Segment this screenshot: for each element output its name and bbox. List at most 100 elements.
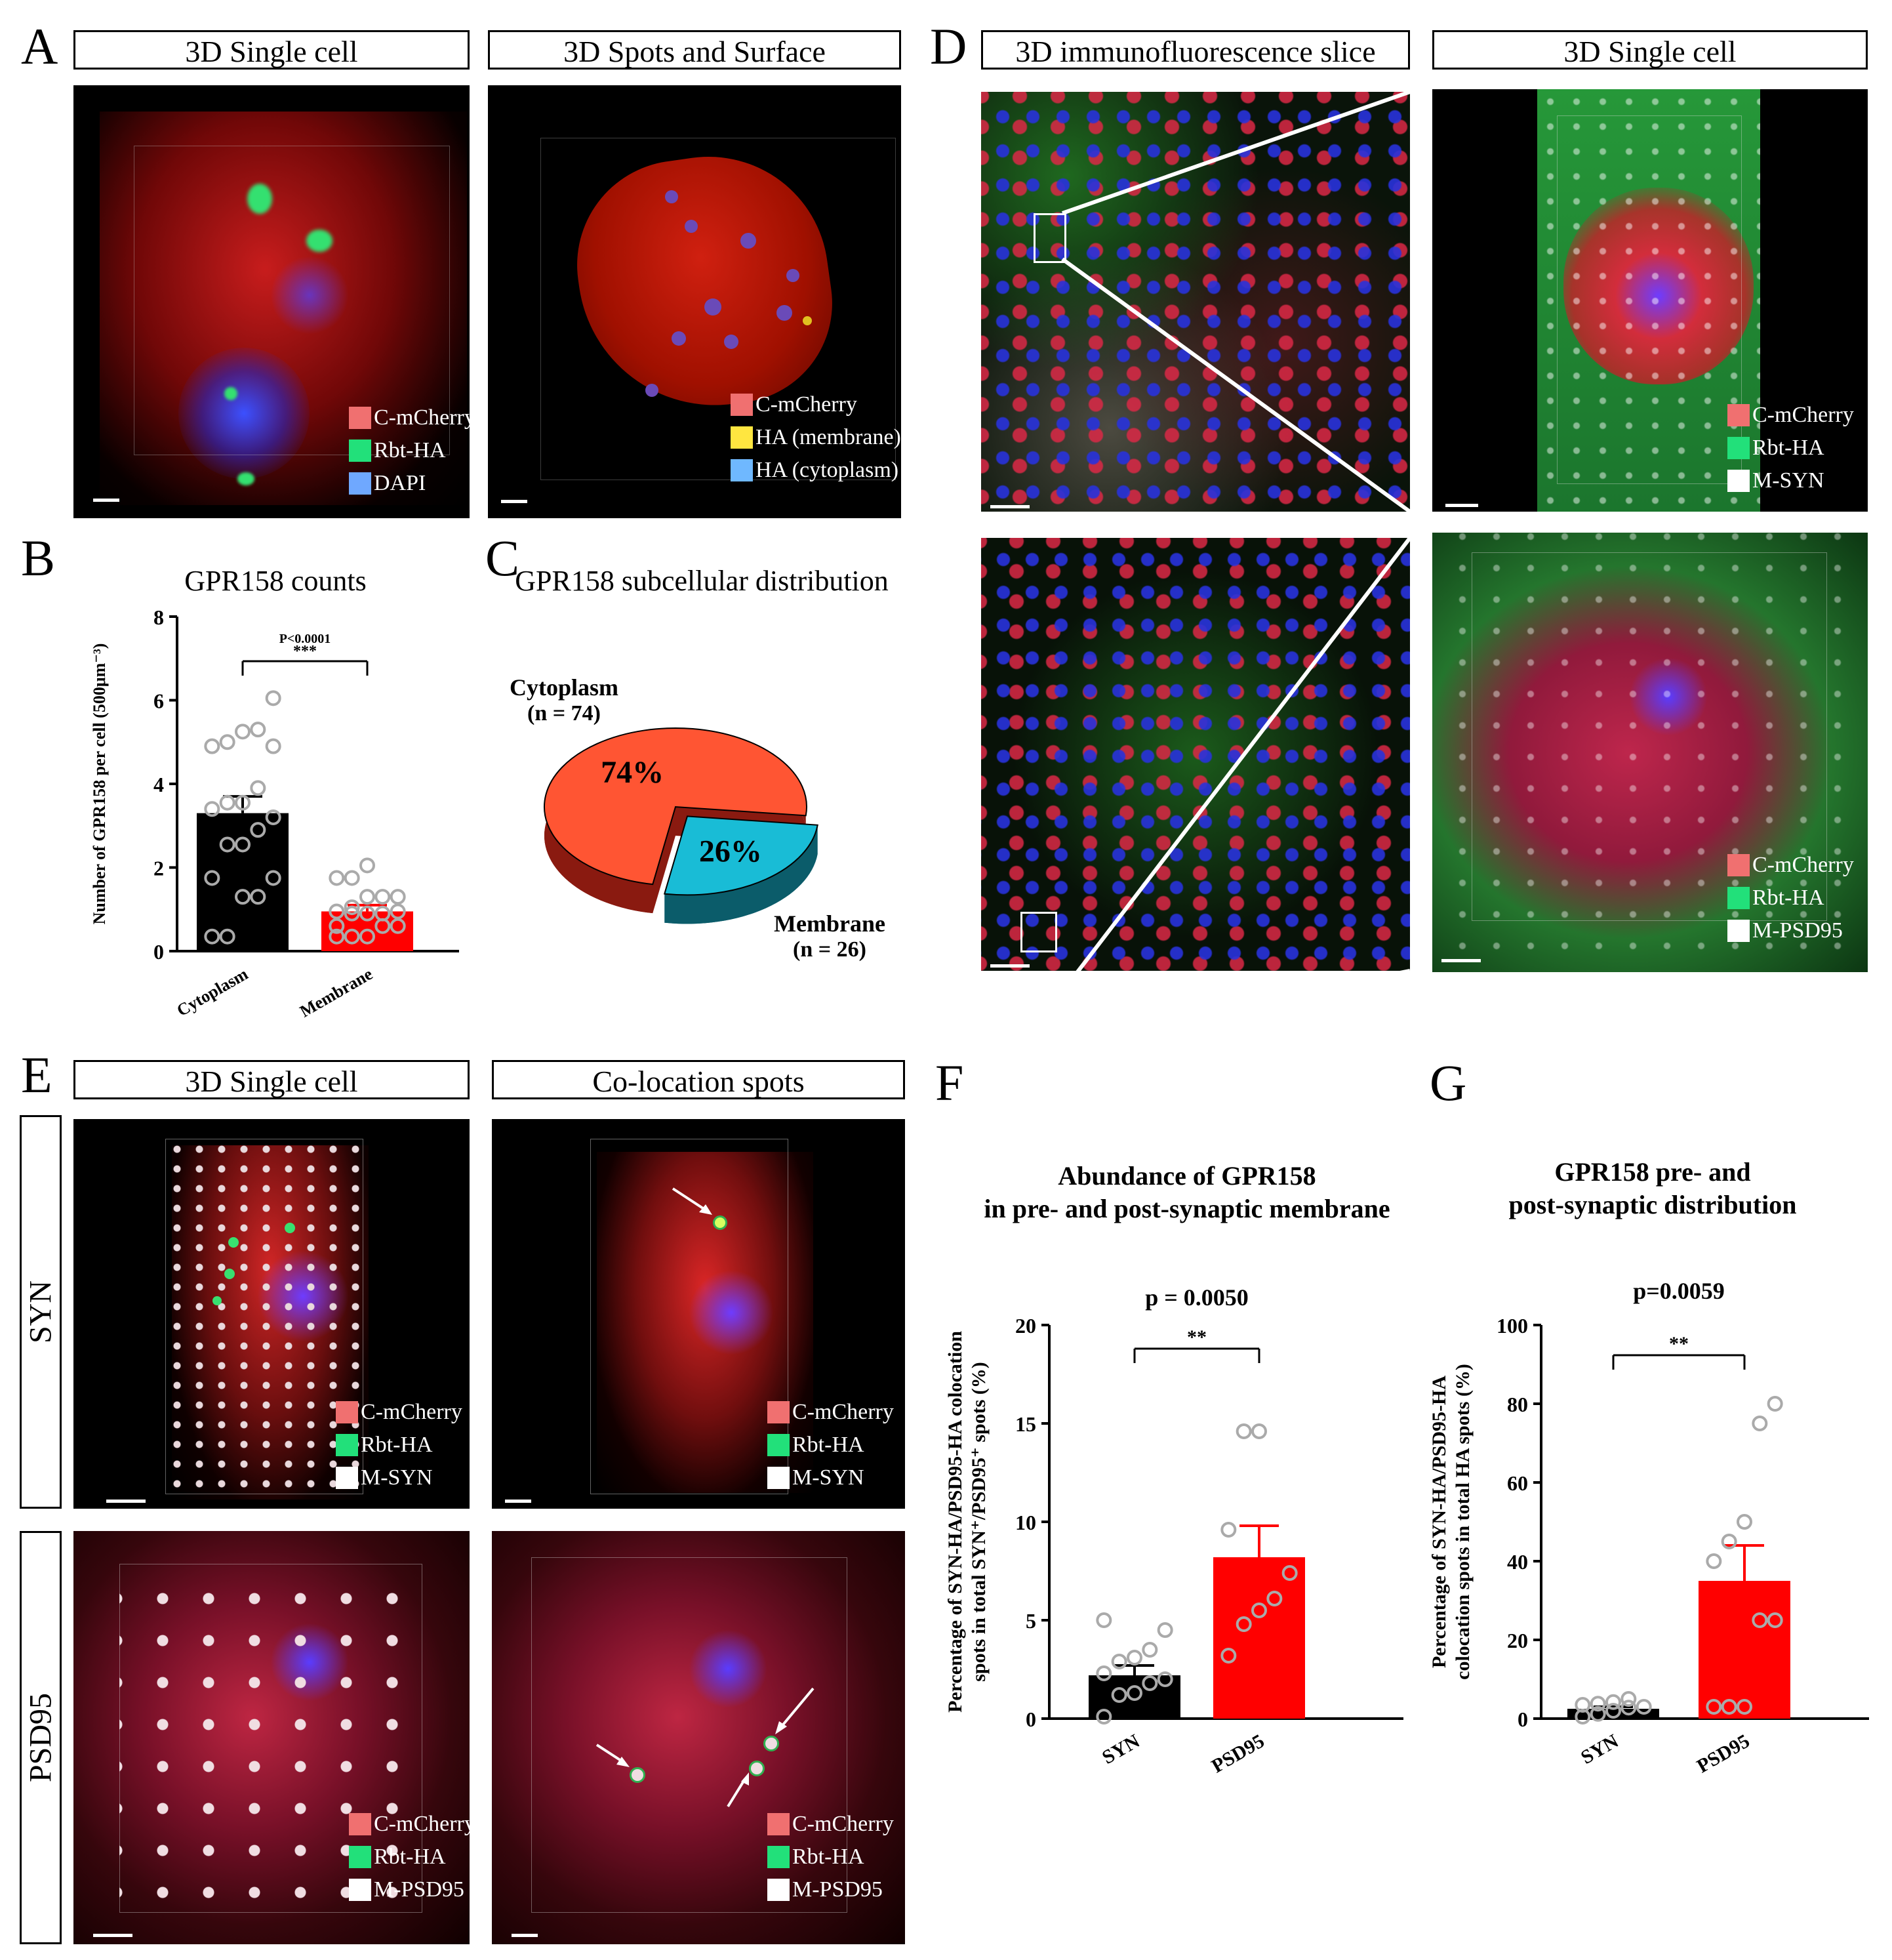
- data-point: [374, 905, 391, 922]
- pie-pct-cytoplasm: 74%: [601, 755, 664, 790]
- data-point: [1575, 1697, 1591, 1713]
- data-point: [344, 905, 360, 922]
- panel-D-single-cell-psd95-image: C-mCherry Rbt-HA M-PSD95: [1432, 533, 1868, 972]
- data-point: [390, 903, 406, 920]
- p-value: p=0.0059: [1633, 1278, 1725, 1304]
- panel-E-syn-coloc-image: C-mCherry Rbt-HA M-SYN: [492, 1119, 905, 1509]
- x-tick-label-membrane: Membrane: [296, 964, 376, 1021]
- data-point: [265, 738, 281, 754]
- data-point: [344, 899, 360, 916]
- data-point: [1281, 1565, 1298, 1581]
- data-point: [1767, 1396, 1783, 1412]
- panel-E-psd-left-legend: C-mCherry Rbt-HA M-PSD95: [349, 1813, 470, 1911]
- data-point: [329, 903, 345, 920]
- y-tick-label-1: 20: [1507, 1629, 1528, 1652]
- y-tick-label-4: 80: [1507, 1393, 1528, 1416]
- chart-B: GPR158 counts 0 2 4 6 8 Cytoplasm Membrane ***P<…: [90, 565, 459, 1021]
- y-tick-label-2: 4: [153, 773, 164, 796]
- data-point: [1111, 1687, 1127, 1703]
- y-axis-label-line1: Percentage of SYN-HA/PSD95-HA colocation: [944, 1331, 966, 1713]
- panel-D-top-legend: C-mCherry Rbt-HA M-SYN: [1727, 404, 1854, 502]
- panel-letter-D: D: [930, 18, 967, 75]
- panel-D-slice-psd95-image: [981, 538, 1410, 971]
- data-point: [265, 809, 281, 825]
- chart-title: GPR158 subcellular distribution: [515, 565, 889, 597]
- panel-letter-F: F: [935, 1054, 964, 1111]
- y-tick-label-3: 60: [1507, 1471, 1528, 1495]
- data-point: [1737, 1514, 1752, 1530]
- data-point: [1620, 1700, 1637, 1716]
- pie-label-membrane: Membrane: [774, 910, 885, 937]
- sig-stars: ***: [293, 643, 317, 660]
- data-point: [1266, 1591, 1283, 1606]
- data-point: [1157, 1622, 1173, 1638]
- data-point: [1127, 1685, 1142, 1701]
- chart-C: GPR158 subcellular distribution 74% 26% Cyt…: [510, 565, 889, 962]
- y-axis-label-line2: spots in total SYN⁺/PSD95⁺ spots (%): [968, 1362, 990, 1682]
- data-point: [1605, 1703, 1621, 1719]
- y-tick-label-1: 5: [1026, 1609, 1036, 1633]
- data-point: [329, 870, 345, 886]
- data-point: [235, 836, 251, 853]
- data-point: [265, 870, 281, 886]
- pie-slice-cytoplasm: [544, 727, 807, 886]
- panel-D-single-cell-syn-image: C-mCherry Rbt-HA M-SYN: [1432, 89, 1868, 512]
- data-point: [204, 928, 220, 945]
- data-point: [1767, 1612, 1783, 1628]
- pie-pct-membrane: 26%: [699, 834, 762, 868]
- x-tick-label-syn: SYN: [1098, 1730, 1144, 1768]
- data-point: [390, 918, 406, 934]
- panel-A-right-title: 3D Spots and Surface: [488, 30, 901, 70]
- data-point: [235, 724, 251, 740]
- x-tick-label-syn: SYN: [1577, 1730, 1622, 1768]
- data-point: [204, 738, 220, 754]
- y-tick-label-2: 40: [1507, 1550, 1528, 1574]
- p-value: p = 0.0050: [1145, 1284, 1249, 1311]
- sig-stars: **: [1669, 1333, 1689, 1355]
- data-point: [1620, 1691, 1637, 1707]
- data-point: [204, 801, 220, 817]
- panel-letter-E: E: [21, 1046, 52, 1103]
- data-point: [1096, 1665, 1112, 1681]
- y-tick-label-0: 0: [1026, 1707, 1036, 1731]
- panel-A-left-legend: C-mCherry Rbt-HA DAPI: [349, 407, 470, 505]
- panel-E-left-title: 3D Single cell: [73, 1060, 470, 1099]
- panel-letter-B: B: [21, 529, 56, 586]
- row-label-syn: SYN: [20, 1115, 62, 1509]
- data-point: [1752, 1612, 1768, 1628]
- data-point: [219, 734, 235, 750]
- panel-E-syn-cell-image: C-mCherry Rbt-HA M-SYN: [73, 1119, 470, 1509]
- data-point: [359, 905, 375, 922]
- data-point: [265, 690, 281, 706]
- data-point: [1636, 1699, 1652, 1715]
- panel-A-single-cell-image: C-mCherry Rbt-HA DAPI: [73, 85, 470, 518]
- sig-stars: **: [1187, 1326, 1207, 1348]
- data-point: [1590, 1696, 1606, 1712]
- data-point: [250, 822, 266, 838]
- panel-E-psd-right-legend: C-mCherry Rbt-HA M-PSD95: [767, 1813, 894, 1911]
- y-axis-label: Number of GPR158 per cell (500μm⁻³): [90, 643, 109, 925]
- panel-A-spots-surface-image: C-mCherry HA (membrane) HA (cytoplasm): [488, 85, 901, 518]
- panel-D-zoom-lines: [1061, 92, 1412, 971]
- data-point: [1737, 1699, 1752, 1715]
- bar-psd95: [1213, 1557, 1305, 1719]
- data-point: [329, 928, 345, 945]
- data-point: [344, 928, 360, 945]
- y-tick-label-2: 10: [1015, 1511, 1036, 1534]
- y-tick-label-0: 0: [1518, 1707, 1528, 1731]
- data-point: [204, 870, 220, 886]
- data-point: [390, 889, 406, 905]
- data-point: [235, 794, 251, 811]
- y-tick-label-4: 8: [153, 605, 164, 629]
- data-point: [1706, 1699, 1722, 1715]
- data-point: [1111, 1654, 1127, 1669]
- data-point: [1142, 1675, 1158, 1691]
- row-label-psd95: PSD95: [20, 1531, 62, 1944]
- bar-psd95: [1699, 1581, 1790, 1719]
- pie-label-cytoplasm: Cytoplasm: [510, 674, 618, 701]
- data-point: [1142, 1642, 1158, 1658]
- data-point: [1157, 1671, 1173, 1687]
- pie-slice-membrane: [663, 815, 818, 896]
- y-tick-label-0: 0: [153, 940, 164, 964]
- panel-D-right-title: 3D Single cell: [1432, 30, 1868, 70]
